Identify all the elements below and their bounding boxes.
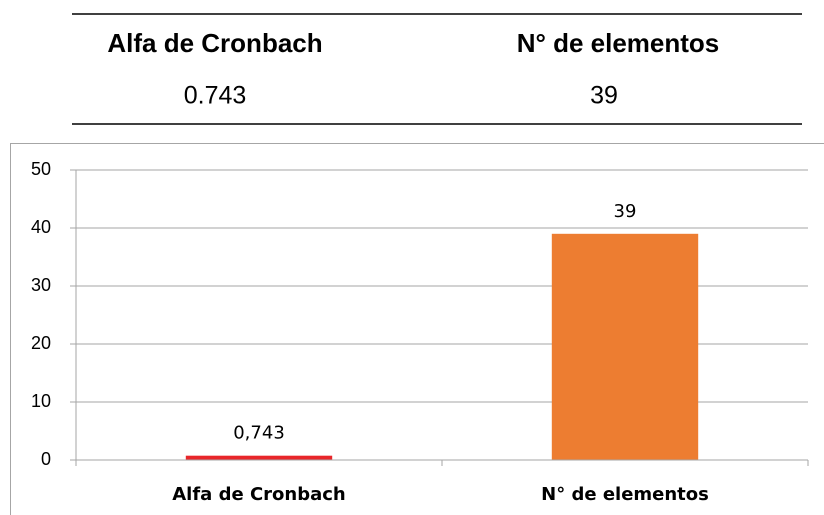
table-cell: 0.743 bbox=[184, 82, 247, 110]
y-tick-label: 30 bbox=[31, 275, 51, 295]
chart-frame bbox=[10, 143, 824, 515]
table-header: N° de elementos bbox=[517, 28, 720, 58]
y-tick-label: 50 bbox=[31, 159, 51, 179]
y-tick-label: 40 bbox=[31, 217, 51, 237]
x-tick-label: N° de elementos bbox=[541, 484, 709, 505]
table-cell: 39 bbox=[590, 82, 618, 110]
y-tick-label: 10 bbox=[31, 391, 51, 411]
value-label: 0,743 bbox=[233, 423, 285, 444]
y-tick-label: 0 bbox=[41, 449, 51, 469]
y-tick-label: 20 bbox=[31, 333, 51, 353]
table-header: Alfa de Cronbach bbox=[107, 28, 322, 58]
bar bbox=[185, 455, 333, 460]
value-label: 39 bbox=[614, 201, 637, 222]
bar bbox=[551, 233, 699, 460]
x-tick-label: Alfa de Cronbach bbox=[172, 484, 346, 505]
